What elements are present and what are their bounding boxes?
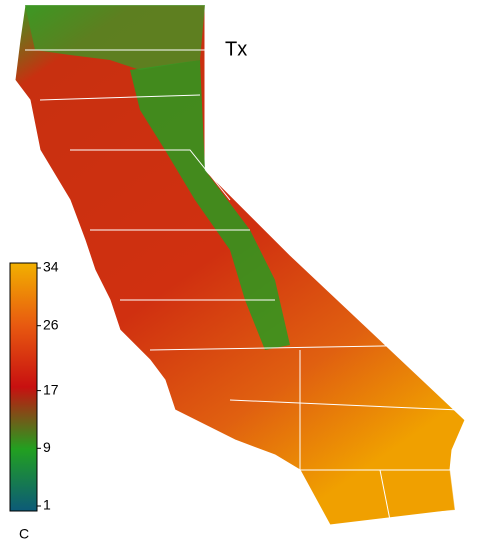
colorbar-tick-label: 9	[43, 439, 51, 455]
colorbar-ramp	[9, 262, 38, 512]
colorbar: C 1 9 17 26 34	[9, 259, 59, 542]
colorbar-tick-label: 17	[43, 381, 59, 397]
colorbar-unit: C	[19, 526, 29, 542]
colorbar-tick-label: 26	[43, 316, 59, 332]
county-lines	[25, 49, 461, 521]
colorbar-tick-label: 1	[43, 497, 51, 513]
northern-highlands	[25, 5, 205, 70]
desert-south	[380, 470, 455, 515]
california	[14, 4, 466, 526]
map-title: Tx	[225, 38, 247, 60]
colorbar-tick-label: 34	[43, 259, 59, 275]
sierra-highlands	[130, 60, 290, 350]
